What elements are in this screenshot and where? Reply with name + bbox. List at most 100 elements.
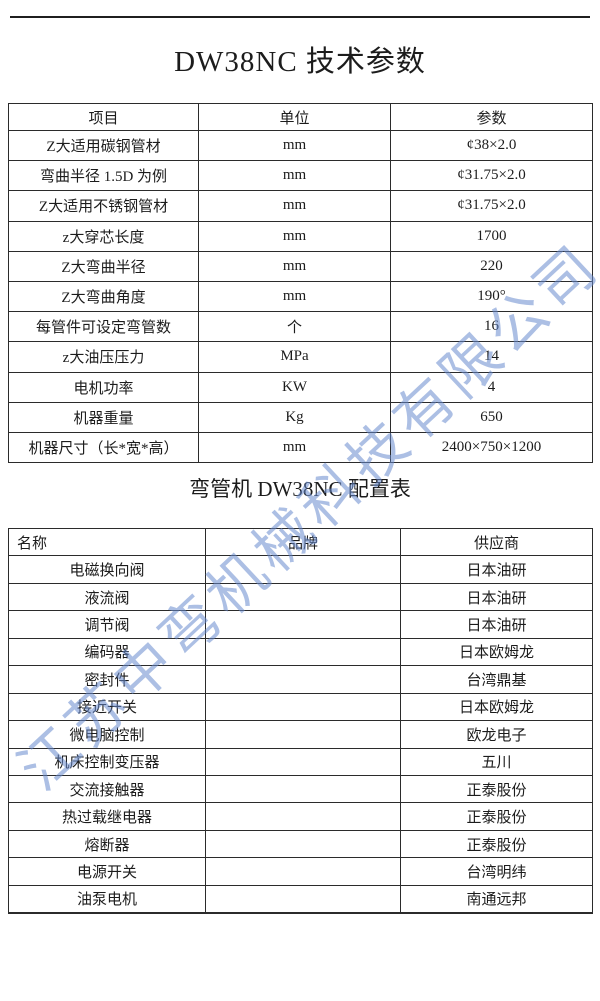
table-cell: 14 [390, 341, 593, 373]
table-cell: 欧龙电子 [400, 720, 593, 749]
table-cell: 650 [390, 401, 593, 433]
table-cell: 4 [390, 371, 593, 403]
table-cell: mm [198, 129, 391, 162]
table-cell: Z大适用不锈钢管材 [8, 190, 199, 222]
table-cell: 密封件 [8, 665, 206, 694]
table-cell: 日本油研 [400, 582, 593, 612]
table-cell: 油泵电机 [8, 884, 206, 914]
table-cell: Z大弯曲半径 [8, 250, 199, 282]
header-row: 名称 品牌 供应商 [8, 527, 593, 557]
table-cell: mm [198, 160, 391, 192]
table-cell: 日本油研 [400, 555, 593, 584]
table-cell: 机器重量 [8, 401, 199, 433]
table-row: 交流接触器 正泰股份 [8, 774, 593, 804]
table-cell [205, 857, 401, 886]
table-row: Z大适用碳钢管材 mm ¢38×2.0 [8, 129, 593, 162]
table-cell: ¢31.75×2.0 [390, 160, 593, 192]
section-title: 弯管机 DW38NC 配置表 [189, 477, 411, 501]
table-cell: MPa [198, 341, 391, 373]
table-cell: 220 [390, 250, 593, 282]
table-row: 油泵电机 南通远邦 [8, 884, 593, 914]
table-row: Z大适用不锈钢管材 mm ¢31.75×2.0 [8, 190, 593, 222]
table-row: 调节阀 日本油研 [8, 610, 593, 639]
table-cell: mm [198, 280, 391, 313]
table-cell [205, 829, 401, 859]
table-row: 电磁换向阀 日本油研 [8, 555, 593, 584]
table-row: 每管件可设定弯管数个 16 [8, 311, 593, 343]
table-row: 熔断器 正泰股份 [8, 829, 593, 859]
column-header: 项目 [8, 103, 199, 131]
table-cell: mm [198, 431, 391, 464]
table-cell: 日本欧姆龙 [400, 692, 593, 722]
table-cell: 16 [390, 311, 593, 343]
table-cell: 电磁换向阀 [8, 555, 206, 584]
column-header: 品牌 [205, 527, 401, 557]
table-row: 编码器 日本欧姆龙 [8, 637, 593, 667]
table-cell [205, 802, 401, 831]
table-cell: 190° [390, 280, 593, 313]
table-cell: z大油压压力 [8, 341, 199, 373]
table-row: 密封件 台湾鼎基 [8, 665, 593, 694]
table-cell: 日本油研 [400, 610, 593, 639]
table-cell [205, 555, 401, 584]
table-cell: 台湾鼎基 [400, 665, 593, 694]
table-cell: 正泰股份 [400, 829, 593, 859]
table-cell: 电机功率 [8, 371, 199, 403]
spec-table: 项目 单位 参数 Z大适用碳钢管材 mm ¢38×2.0 弯曲半径 1.5D 为例 mm ¢31… [8, 103, 593, 464]
table-cell: Kg [198, 401, 391, 433]
table-cell: mm [198, 250, 391, 282]
table-cell [205, 610, 401, 639]
table-cell: 热过载继电器 [8, 802, 206, 831]
table-row: Z大弯曲角度 mm 190° [8, 280, 593, 313]
table-cell: 正泰股份 [400, 774, 593, 804]
table-cell [205, 774, 401, 804]
table-cell [205, 884, 401, 914]
table-cell [205, 665, 401, 694]
table-cell: 调节阀 [8, 610, 206, 639]
table-row: 电源开关 台湾明纬 [8, 857, 593, 886]
table-cell: 南通远邦 [400, 884, 593, 914]
table-cell: 个 [198, 311, 391, 343]
table-cell: 每管件可设定弯管数 [8, 311, 199, 343]
table-cell: 台湾明纬 [400, 857, 593, 886]
table-row: 机器重量 Kg 650 [8, 401, 593, 433]
table-cell: ¢38×2.0 [390, 129, 593, 162]
table-cell: 交流接触器 [8, 774, 206, 804]
column-header: 单位 [198, 103, 391, 131]
table-cell: 弯曲半径 1.5D 为例 [8, 160, 199, 192]
table-cell: Z大弯曲角度 [8, 280, 199, 313]
config-table: 名称 品牌 供应商 电磁换向阀 日本油研 液流阀 日本油研 调节阀 日本油研 编码器 日本欧姆龙 密封… [8, 527, 593, 914]
table-row: Z大弯曲半径 mm 220 [8, 250, 593, 282]
column-header: 参数 [390, 103, 593, 131]
table-cell: 日本欧姆龙 [400, 637, 593, 667]
table-cell: 编码器 [8, 637, 206, 667]
table-row: z大穿芯长度 mm 1700 [8, 220, 593, 252]
table-cell: z大穿芯长度 [8, 220, 199, 252]
table-cell: 微电脑控制 [8, 720, 206, 749]
page-title: DW38NC 技术参数 [174, 46, 426, 78]
table-cell [205, 637, 401, 667]
table-row: 接近开关 日本欧姆龙 [8, 692, 593, 722]
table-cell [205, 747, 401, 776]
table-row: 液流阀 日本油研 [8, 582, 593, 612]
table-row: 弯曲半径 1.5D 为例 mm ¢31.75×2.0 [8, 160, 593, 192]
table-cell [205, 692, 401, 722]
table-cell: ¢31.75×2.0 [390, 190, 593, 222]
table-cell: 2400×750×1200 [390, 431, 593, 464]
table-cell: 接近开关 [8, 692, 206, 722]
table-cell: 液流阀 [8, 582, 206, 612]
table-cell: 1700 [390, 220, 593, 252]
table-row: 微电脑控制 欧龙电子 [8, 720, 593, 749]
table-cell: 正泰股份 [400, 802, 593, 831]
table-row: 电机功率 KW 4 [8, 371, 593, 403]
table-cell: Z大适用碳钢管材 [8, 129, 199, 162]
table-cell: mm [198, 220, 391, 252]
table-cell: 熔断器 [8, 829, 206, 859]
table-cell: 机器尺寸（长*宽*高） [8, 431, 199, 464]
table-cell [205, 582, 401, 612]
table-cell [205, 720, 401, 749]
table-cell: KW [198, 371, 391, 403]
header-row: 项目 单位 参数 [8, 103, 593, 131]
table-row: 机床控制变压器 五川 [8, 747, 593, 776]
column-header: 名称 [8, 527, 206, 557]
